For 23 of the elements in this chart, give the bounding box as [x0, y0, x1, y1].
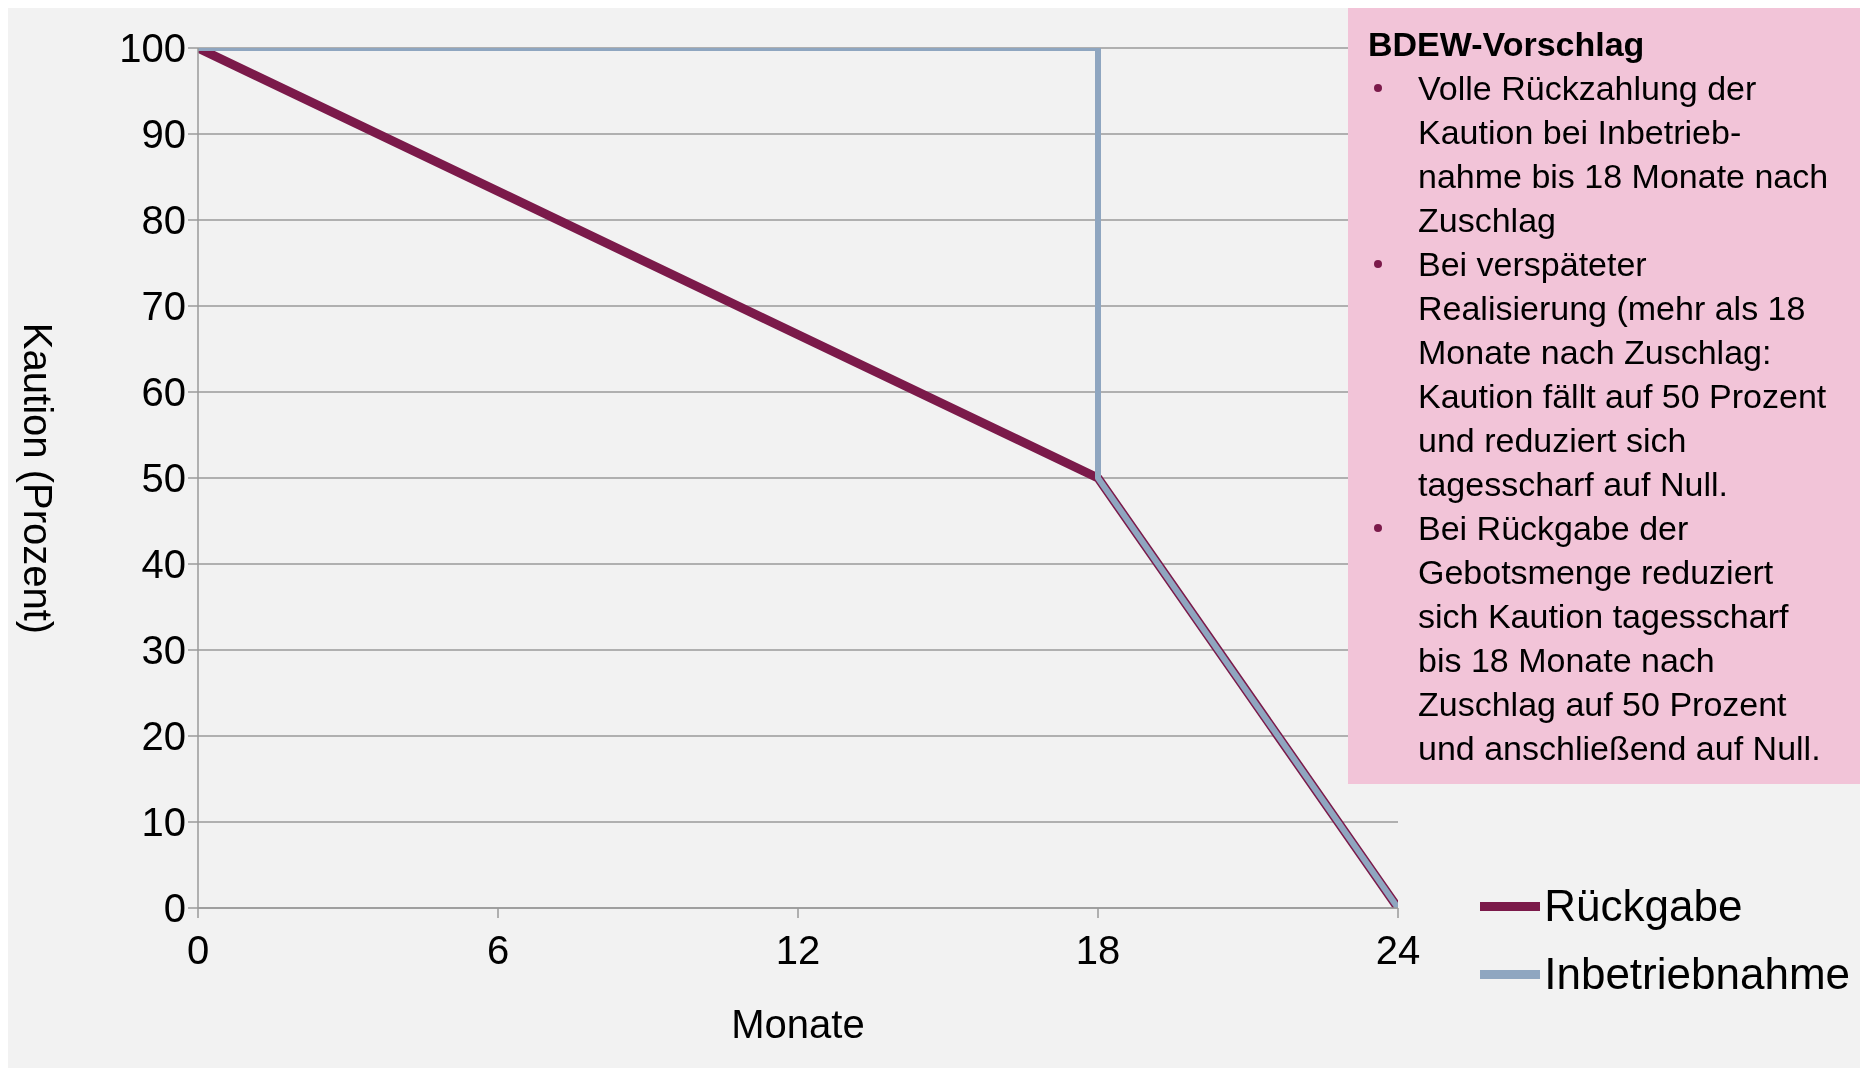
x-tick-label: 6: [486, 928, 510, 973]
y-tick-label: 90: [141, 112, 186, 157]
y-axis-title: Kaution (Prozent): [15, 322, 61, 634]
y-tick-label: 50: [141, 456, 186, 501]
y-tick-label: 100: [119, 26, 186, 71]
annotation: BDEW-Vorschlag: [1368, 24, 1646, 65]
y-tick-label: 40: [141, 542, 186, 587]
x-tick-label: 18: [1075, 928, 1121, 973]
x-axis-title: Monate: [731, 1002, 865, 1046]
y-tick-label: 30: [141, 628, 186, 673]
legend-label: Inbetriebnahme: [1544, 949, 1850, 999]
y-tick-label: 0: [163, 886, 186, 931]
y-tick-label: 10: [141, 800, 186, 845]
y-tick-label: 80: [141, 198, 186, 243]
text: Bei Rückgabe der Gebotsmenge reduziert sich Kaution tagesscharf bis 18 Monate nach Zuschlag auf 50 Prozent und anschließend auf Null.: [1418, 509, 1821, 767]
x-tick-label: 12: [775, 928, 821, 973]
legend-label: Rückgabe: [1544, 881, 1743, 931]
text: Bei verspäteter Realisierung (mehr als 18 Monate nach Zuschlag: Kaution fällt auf 50 Prozent und reduziert sich tagesscharf auf Null.: [1418, 245, 1827, 503]
y-tick-label: 20: [141, 714, 186, 759]
text: Volle Rückzahlung der Kaution bei Inbetrieb-nahme bis 18 Monate nach Zuschlag: [1418, 69, 1829, 239]
y-tick-label: 70: [141, 284, 186, 329]
y-tick-label: 60: [141, 370, 186, 415]
x-tick-label: 24: [1375, 928, 1421, 973]
